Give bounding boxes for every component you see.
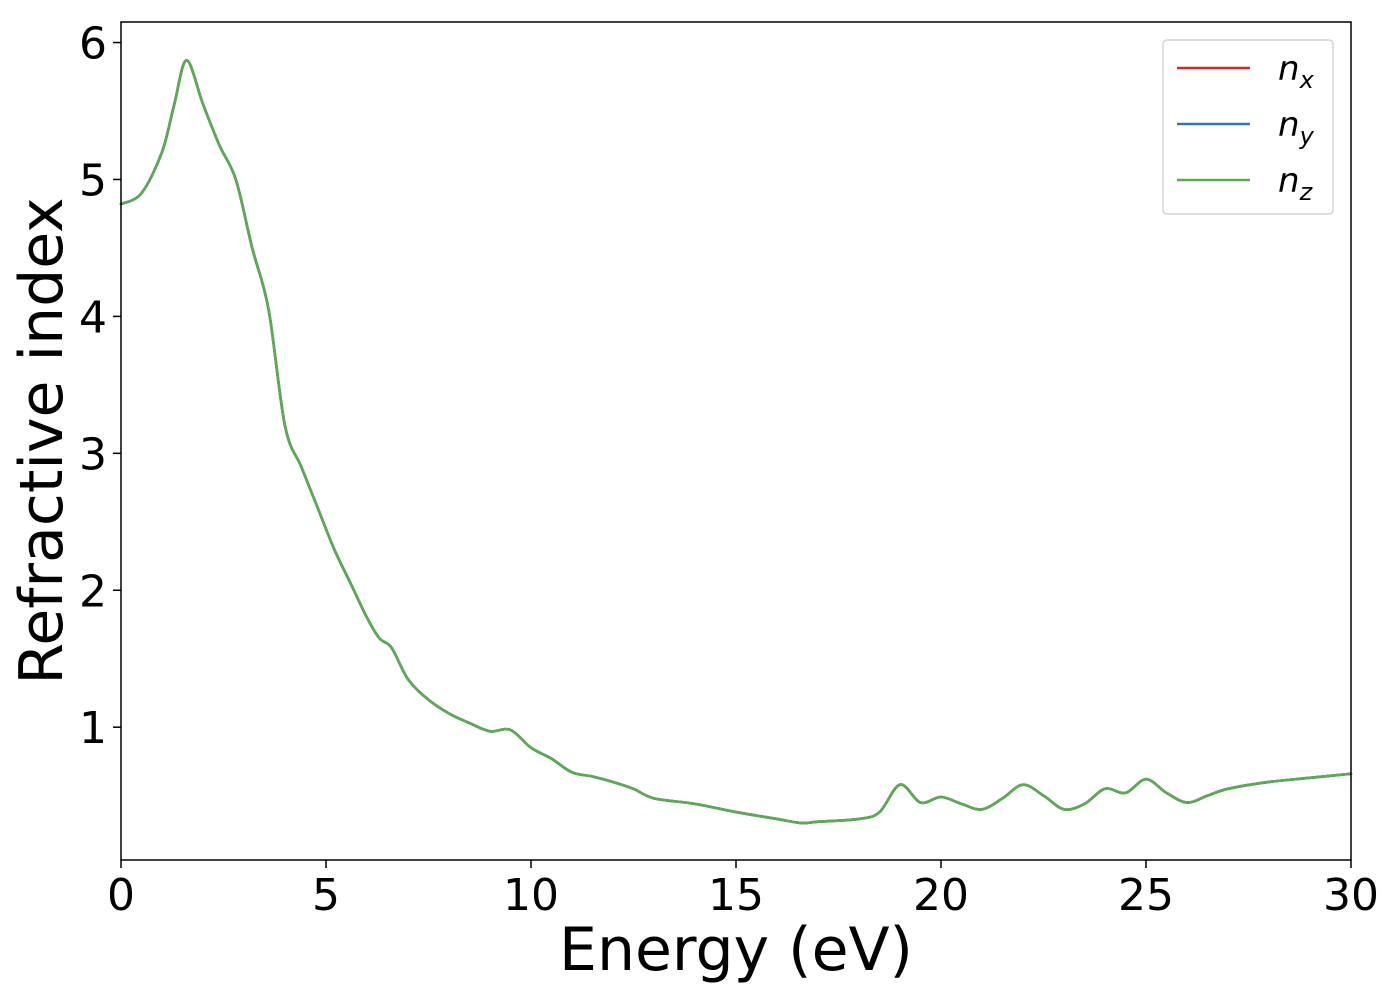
y-axis-ticks: 1 2 3 4 5 6 xyxy=(79,19,121,754)
legend-items: nx ny nz xyxy=(1177,49,1315,206)
legend-label-n-y: ny xyxy=(1278,105,1315,150)
x-tick-label: 15 xyxy=(708,870,764,921)
series-line-n-z xyxy=(119,59,1353,825)
y-tick-label: 4 xyxy=(79,292,107,343)
x-tick-label: 0 xyxy=(107,870,135,921)
series-layer xyxy=(119,59,1353,825)
x-tick-label: 10 xyxy=(503,870,559,921)
x-axis-label: Energy (eV) xyxy=(559,915,913,985)
legend-frame xyxy=(1162,39,1334,215)
y-axis-label: Refractive index xyxy=(7,197,77,684)
x-tick-label: 20 xyxy=(913,870,969,921)
y-tick-label: 5 xyxy=(79,155,107,206)
legend: nx ny nz xyxy=(1162,39,1334,215)
legend-label-n-z: nz xyxy=(1278,161,1314,206)
x-axis-ticks: 0 5 10 15 20 25 30 xyxy=(107,860,1379,921)
y-tick-label: 6 xyxy=(79,19,107,70)
x-tick-label: 30 xyxy=(1323,870,1379,921)
y-tick-label: 1 xyxy=(79,703,107,754)
x-tick-label: 25 xyxy=(1118,870,1174,921)
y-tick-label: 2 xyxy=(79,566,107,617)
x-tick-label: 5 xyxy=(312,870,340,921)
y-tick-label: 3 xyxy=(79,429,107,480)
legend-label-n-x: nx xyxy=(1278,49,1315,94)
